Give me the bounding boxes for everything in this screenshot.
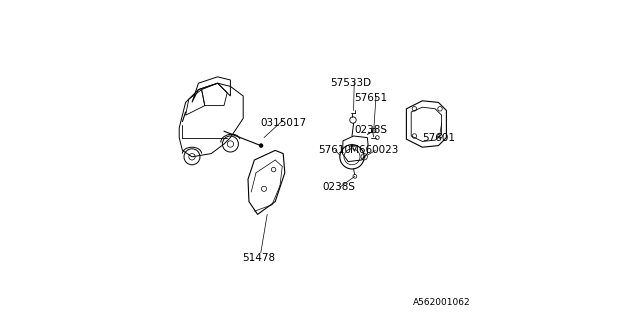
Text: 57533D: 57533D	[330, 78, 371, 88]
Text: 0315017: 0315017	[260, 118, 307, 128]
Text: 0238S: 0238S	[323, 182, 356, 192]
Circle shape	[259, 144, 263, 148]
Text: A562001062: A562001062	[413, 298, 470, 307]
Text: M660023: M660023	[350, 145, 399, 156]
Text: 51478: 51478	[243, 252, 276, 263]
Text: 0238S: 0238S	[355, 124, 388, 135]
Text: 57601: 57601	[422, 132, 455, 143]
Text: 57651: 57651	[355, 92, 388, 103]
Text: 57610: 57610	[318, 145, 351, 156]
